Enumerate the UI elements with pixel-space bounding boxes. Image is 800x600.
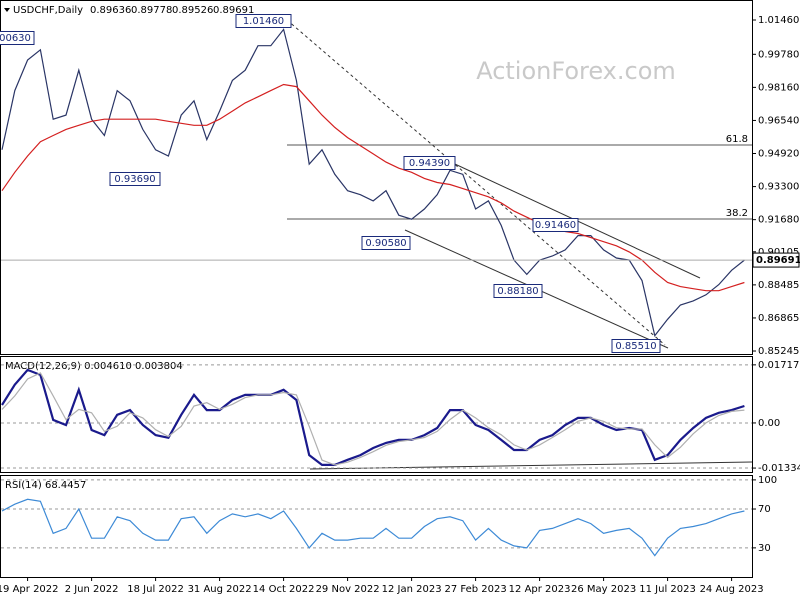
price-frame bbox=[0, 0, 753, 355]
y-tick-label: 30 bbox=[758, 543, 771, 554]
series-line bbox=[1, 83, 745, 292]
x-tick-label: 26 May 2023 bbox=[571, 584, 636, 595]
annotation: 0.91460 bbox=[535, 220, 576, 231]
annotation: 0.90580 bbox=[365, 238, 406, 249]
close: 0.89691 bbox=[213, 5, 254, 16]
y-tick-label: 0.98160 bbox=[758, 82, 799, 93]
annotation-box bbox=[0, 31, 35, 45]
symbol: USDCHF,Daily bbox=[13, 5, 83, 16]
annotation: 0.93690 bbox=[114, 174, 155, 185]
macd-title: MACD(12,26,9) 0.004610 0.003804 bbox=[5, 361, 183, 372]
series-line bbox=[1, 372, 745, 466]
annotation-box bbox=[611, 339, 661, 353]
x-tick-label: 12 Apr 2023 bbox=[509, 584, 571, 595]
series-line bbox=[1, 28, 745, 337]
annotation: 0.88180 bbox=[497, 286, 538, 297]
series-line bbox=[1, 498, 745, 557]
x-tick-label: 2 Jun 2022 bbox=[65, 584, 119, 595]
annotation: 1.01460 bbox=[243, 16, 284, 27]
rsi-title: RSI(14) 68.4457 bbox=[5, 480, 86, 491]
y-tick-label: 0.86865 bbox=[758, 313, 799, 324]
watermark: ActionForex.com bbox=[476, 57, 676, 85]
y-tick-label: 1.01460 bbox=[758, 15, 799, 26]
annotation: 0.85510 bbox=[615, 341, 656, 352]
annotation-box bbox=[361, 236, 411, 250]
x-tick-label: 19 Apr 2022 bbox=[0, 584, 59, 595]
x-tick-label: 18 Jul 2022 bbox=[127, 584, 184, 595]
open: 0.89636 bbox=[90, 5, 131, 16]
y-tick-label: 0.96540 bbox=[758, 115, 799, 126]
y-tick-label: 0.93300 bbox=[758, 182, 799, 193]
x-tick-label: 14 Oct 2022 bbox=[253, 584, 315, 595]
y-tick-label: 0.94920 bbox=[758, 149, 799, 160]
annotation-box bbox=[109, 172, 161, 186]
annotation-box bbox=[493, 284, 543, 298]
annotation-box bbox=[532, 218, 579, 232]
low: 0.89526 bbox=[172, 5, 213, 16]
macd-frame bbox=[0, 356, 753, 473]
series-line bbox=[1, 368, 745, 466]
annotation-box bbox=[403, 156, 456, 170]
x-tick-label: 24 Aug 2023 bbox=[700, 584, 764, 595]
current-price-label: 0.89691 bbox=[756, 255, 800, 266]
high: 0.89778 bbox=[131, 5, 172, 16]
y-tick-label: 70 bbox=[758, 504, 771, 515]
y-tick-label: 0.00 bbox=[758, 418, 780, 429]
current-price-box bbox=[752, 252, 800, 268]
annotation: 00630 bbox=[0, 33, 31, 44]
x-tick-label: 27 Feb 2023 bbox=[444, 584, 506, 595]
rsi-frame bbox=[0, 475, 753, 578]
header: USDCHF,Daily 0.89636 0.89778 0.89526 0.8… bbox=[4, 5, 254, 16]
y-tick-label: 0.99780 bbox=[758, 49, 799, 60]
annotation-box bbox=[235, 14, 292, 28]
y-tick-label: 0.88485 bbox=[758, 280, 799, 291]
x-tick-label: 29 Nov 2022 bbox=[316, 584, 380, 595]
y-tick-label: -0.01334 bbox=[758, 463, 800, 474]
y-tick-label: 100 bbox=[758, 475, 777, 486]
y-tick-label: 0.85245 bbox=[758, 346, 799, 357]
annotation: 0.94390 bbox=[409, 158, 450, 169]
y-tick-label: 0.017176 bbox=[758, 360, 800, 371]
fib-label: 38.2 bbox=[726, 208, 748, 219]
trend-line bbox=[286, 19, 666, 346]
x-tick-label: 12 Jan 2023 bbox=[382, 584, 442, 595]
fib-label: 61.8 bbox=[726, 134, 748, 145]
x-tick-label: 11 Jul 2023 bbox=[639, 584, 696, 595]
header-icon bbox=[4, 8, 10, 12]
macd-trend-line bbox=[309, 461, 753, 470]
y-tick-label: 0.90105 bbox=[758, 247, 799, 258]
x-tick-label: 31 Aug 2022 bbox=[188, 584, 252, 595]
y-tick-label: 0.91680 bbox=[758, 215, 799, 226]
